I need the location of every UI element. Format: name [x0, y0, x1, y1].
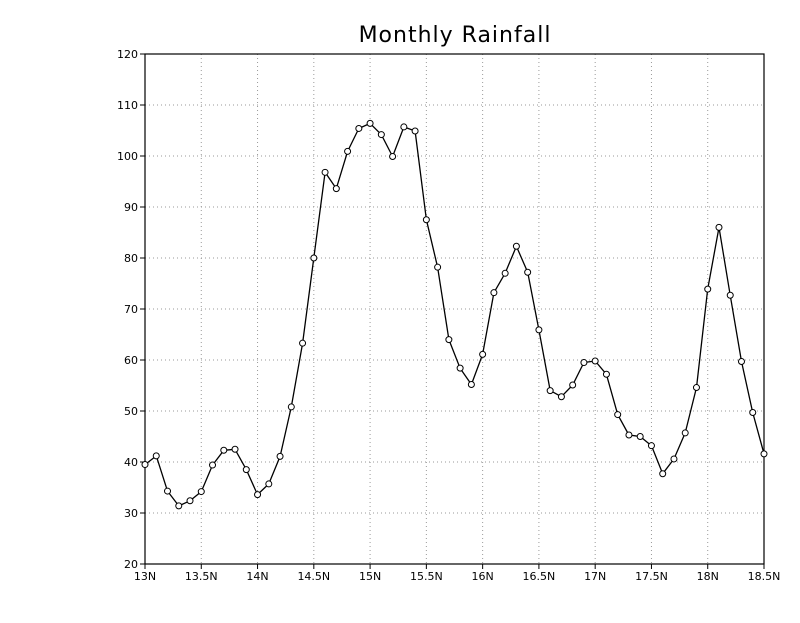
data-point — [681, 429, 689, 437]
data-point — [580, 359, 588, 367]
y-tick-label: 70 — [124, 303, 138, 316]
y-tick-label: 60 — [124, 354, 138, 367]
data-point — [344, 147, 352, 155]
data-point — [467, 380, 475, 388]
data-point — [254, 491, 262, 499]
data-point — [310, 254, 318, 262]
data-point — [704, 285, 712, 293]
data-point — [321, 168, 329, 176]
data-point — [434, 263, 442, 271]
data-point — [175, 502, 183, 510]
y-tick-label: 90 — [124, 201, 138, 214]
data-point — [456, 364, 464, 372]
data-point — [332, 185, 340, 193]
y-tick-label: 100 — [117, 150, 138, 163]
data-point — [287, 403, 295, 411]
data-point — [557, 393, 565, 401]
axis-ticks: 20 30 40 50 60 70 80 90 100 110 120 13N 13.5N 14N 14.5… — [117, 48, 780, 583]
data-point — [546, 387, 554, 395]
data-point — [760, 450, 768, 458]
x-tick-label: 13N — [134, 570, 156, 583]
series — [141, 119, 768, 510]
data-point — [490, 289, 498, 297]
data-point — [524, 268, 532, 276]
x-tick-label: 14.5N — [297, 570, 330, 583]
data-point — [614, 411, 622, 419]
x-tick-label: 14N — [246, 570, 268, 583]
data-point — [231, 445, 239, 453]
data-point — [152, 452, 160, 460]
data-point — [535, 326, 543, 334]
data-point — [242, 466, 250, 474]
data-point — [749, 409, 757, 417]
data-point — [737, 358, 745, 366]
x-tick-label: 17.5N — [635, 570, 668, 583]
data-point — [209, 461, 217, 469]
x-tick-label: 16N — [472, 570, 494, 583]
series-line — [144, 122, 765, 507]
y-tick-label: 80 — [124, 252, 138, 265]
data-point — [422, 216, 430, 224]
data-point — [636, 433, 644, 440]
data-point — [389, 153, 397, 161]
y-tick-label: 120 — [117, 48, 138, 61]
data-point — [692, 384, 700, 392]
data-point — [591, 357, 599, 365]
x-tick-label: 15.5N — [410, 570, 443, 583]
data-point — [445, 336, 453, 344]
data-point — [141, 461, 149, 469]
x-tick-label: 15N — [359, 570, 381, 583]
data-point — [220, 446, 228, 454]
y-tick-label: 110 — [117, 99, 138, 112]
data-point — [366, 119, 374, 127]
data-point — [715, 223, 723, 231]
y-tick-label: 40 — [124, 456, 138, 469]
x-tick-label: 18N — [697, 570, 719, 583]
x-tick-label: 16.5N — [523, 570, 556, 583]
data-point — [625, 431, 633, 439]
data-point — [512, 242, 520, 250]
data-point — [501, 269, 509, 277]
x-tick-label: 17N — [584, 570, 606, 583]
grid — [145, 54, 764, 564]
data-point — [265, 480, 273, 488]
data-point — [726, 291, 734, 299]
x-tick-label: 18.5N — [748, 570, 781, 583]
data-point — [197, 488, 205, 496]
data-point — [659, 470, 667, 478]
chart-title: Monthly Rainfall — [359, 23, 552, 48]
data-point — [377, 131, 385, 139]
data-point — [569, 381, 577, 389]
data-point — [602, 370, 610, 378]
y-tick-label: 50 — [124, 405, 138, 418]
data-point — [355, 124, 363, 132]
x-tick-label: 13.5N — [185, 570, 218, 583]
data-point — [647, 442, 655, 450]
data-point — [411, 127, 419, 135]
data-point — [186, 497, 194, 505]
data-point — [276, 452, 284, 460]
data-point — [299, 339, 307, 347]
y-tick-label: 30 — [124, 507, 138, 520]
data-point — [670, 455, 678, 463]
y-tick-label: 20 — [124, 558, 138, 571]
data-point — [479, 350, 487, 358]
data-point — [164, 487, 172, 495]
data-point — [400, 123, 408, 131]
